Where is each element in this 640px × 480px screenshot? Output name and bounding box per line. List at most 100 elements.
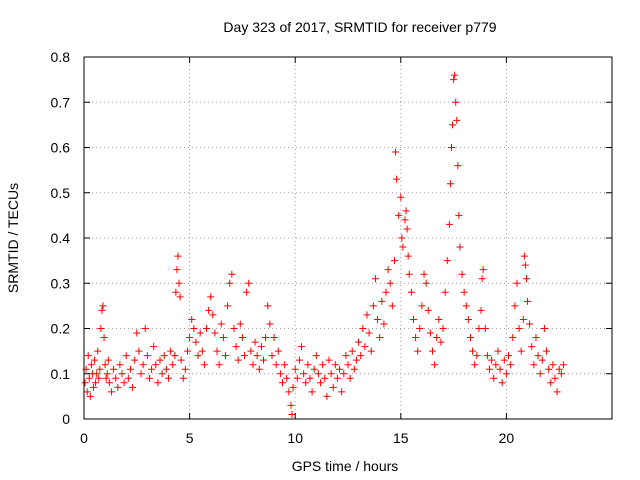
data-point — [285, 388, 293, 396]
data-point — [172, 288, 180, 296]
chart-title: Day 323 of 2017, SRMTID for receiver p77… — [223, 19, 496, 35]
data-point — [289, 383, 297, 391]
data-point — [446, 180, 454, 188]
data-point — [519, 315, 527, 323]
data-point — [114, 383, 122, 391]
data-point — [222, 352, 230, 360]
data-point — [139, 361, 147, 369]
data-point — [158, 370, 166, 378]
data-point — [365, 329, 373, 337]
data-point — [176, 293, 184, 301]
data-point — [150, 343, 158, 351]
data-point — [374, 315, 382, 323]
data-point — [217, 320, 225, 328]
data-point — [331, 361, 339, 369]
data-point — [102, 374, 110, 382]
data-point — [422, 279, 430, 287]
data-point — [276, 370, 284, 378]
data-point — [521, 261, 529, 269]
data-point — [196, 329, 204, 337]
data-point — [402, 207, 410, 215]
data-point — [257, 343, 265, 351]
data-point — [388, 302, 396, 310]
data-point — [460, 288, 468, 296]
data-point — [361, 343, 369, 351]
data-point — [369, 302, 377, 310]
data-point — [471, 361, 479, 369]
data-point — [84, 352, 92, 360]
data-point — [386, 279, 394, 287]
data-point — [540, 325, 548, 332]
data-point — [336, 365, 344, 373]
data-point — [333, 374, 341, 382]
data-point — [390, 257, 398, 265]
data-point — [405, 270, 413, 278]
data-point — [536, 370, 544, 378]
data-point — [418, 302, 426, 310]
data-point — [338, 388, 346, 396]
data-point — [399, 243, 407, 251]
data-point — [266, 320, 274, 328]
data-point — [393, 175, 401, 183]
data-point — [207, 293, 215, 301]
data-point — [403, 225, 411, 233]
data-point — [522, 275, 530, 283]
data-point — [205, 306, 213, 314]
data-point — [483, 352, 491, 360]
y-tick-label: 0.1 — [51, 366, 71, 382]
data-point — [112, 374, 120, 382]
data-point — [279, 379, 287, 387]
data-point — [424, 306, 432, 314]
data-point — [198, 347, 206, 355]
data-point — [154, 379, 162, 387]
data-point — [293, 374, 301, 382]
data-point — [160, 352, 168, 360]
data-point — [352, 356, 360, 364]
data-point — [445, 220, 453, 228]
data-point — [455, 211, 463, 219]
data-point — [538, 356, 546, 364]
data-point — [392, 148, 400, 156]
data-point — [228, 270, 236, 278]
data-point — [116, 361, 124, 369]
data-point — [348, 347, 356, 355]
y-tick-label: 0 — [62, 411, 70, 427]
data-point — [177, 356, 185, 364]
data-point — [473, 352, 481, 360]
data-point — [272, 361, 280, 369]
data-point — [532, 334, 540, 342]
data-point — [174, 252, 182, 260]
data-point — [456, 243, 464, 251]
axes: 0 0.1 0.2 0.3 0.4 0.5 0.6 0.7 0.8 0 5 10 15 20 — [51, 49, 612, 446]
data-point — [120, 379, 128, 387]
data-point — [126, 365, 134, 373]
data-point — [262, 334, 270, 342]
data-point — [310, 365, 318, 373]
x-tick-label: 10 — [287, 430, 303, 446]
data-point — [319, 361, 327, 369]
data-point — [308, 388, 316, 396]
data-point — [449, 121, 457, 129]
data-point — [179, 374, 187, 382]
data-point — [452, 98, 460, 106]
data-point — [85, 374, 93, 382]
data-point — [433, 334, 441, 342]
y-axis-label: SRMTID / TECUs — [5, 183, 21, 293]
data-point — [414, 347, 422, 355]
data-point — [513, 279, 521, 287]
data-point — [270, 334, 278, 342]
data-point — [502, 370, 510, 378]
data-point — [453, 116, 461, 124]
data-point — [409, 315, 417, 323]
data-point — [481, 325, 489, 332]
data-point — [526, 320, 534, 328]
data-point — [232, 343, 240, 351]
data-point — [148, 365, 156, 373]
data-point — [420, 270, 428, 278]
data-point — [247, 347, 255, 355]
data-point — [188, 315, 196, 323]
data-point — [143, 352, 151, 360]
data-point — [169, 361, 177, 369]
data-point — [407, 288, 415, 296]
